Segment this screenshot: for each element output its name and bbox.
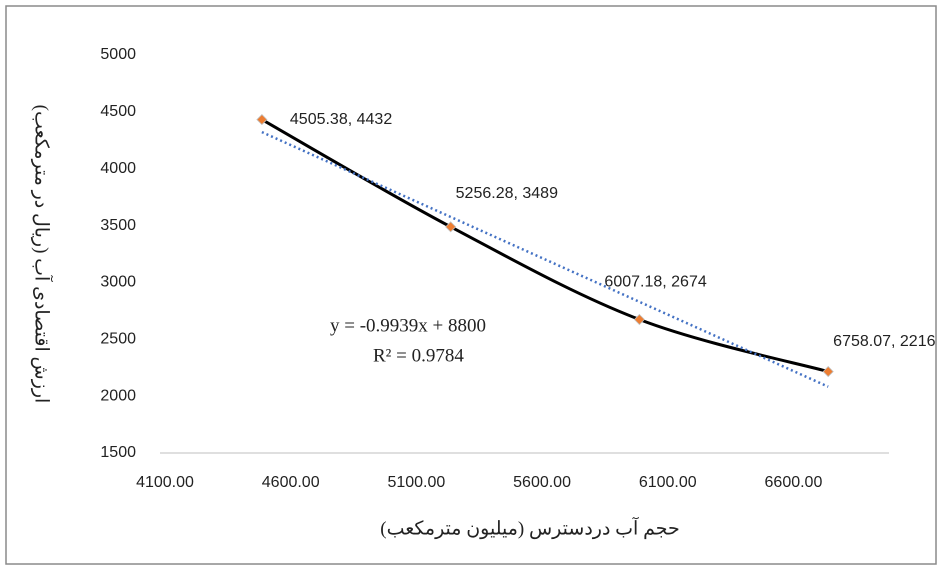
y-tick-label: 2500: [100, 331, 136, 348]
series-line: [261, 118, 829, 374]
y-tick-label: 4000: [100, 160, 136, 177]
data-label: 6758.07, 2216: [833, 333, 935, 350]
y-tick-label: 5000: [100, 46, 136, 63]
data-label: 4505.38, 4432: [290, 111, 392, 128]
trendline-r2: R² = 0.9784: [373, 345, 464, 366]
data-label: 6007.18, 2674: [604, 274, 706, 291]
y-tick-label: 3500: [100, 217, 136, 234]
chart-frame: [5, 5, 937, 565]
x-tick-label: 4600.00: [262, 474, 320, 491]
y-tick-label: 3000: [100, 274, 136, 291]
marker: [633, 313, 645, 326]
x-tick-label: 4100.00: [136, 474, 194, 491]
y-tick-label: 4500: [100, 103, 136, 120]
y-tick-label: 2000: [100, 387, 136, 404]
y-tick-label: 1500: [100, 444, 136, 461]
trendline-equation: y = -0.9939x + 8800: [330, 315, 486, 336]
x-tick-label: 6600.00: [765, 474, 823, 491]
y-axis-title: ارزش اقتصادی آب (ریال در مترمکعب): [31, 105, 54, 404]
marker: [822, 366, 834, 378]
marker: [445, 221, 457, 233]
x-tick-label: 6100.00: [639, 474, 697, 491]
data-label: 5256.28, 3489: [456, 185, 558, 202]
x-tick-label: 5100.00: [387, 474, 445, 491]
marker: [256, 114, 268, 126]
trendline: [261, 130, 829, 388]
x-tick-label: 5600.00: [513, 474, 571, 491]
x-axis-title: حجم آب دردسترس (میلیون مترمکعب): [380, 516, 680, 539]
